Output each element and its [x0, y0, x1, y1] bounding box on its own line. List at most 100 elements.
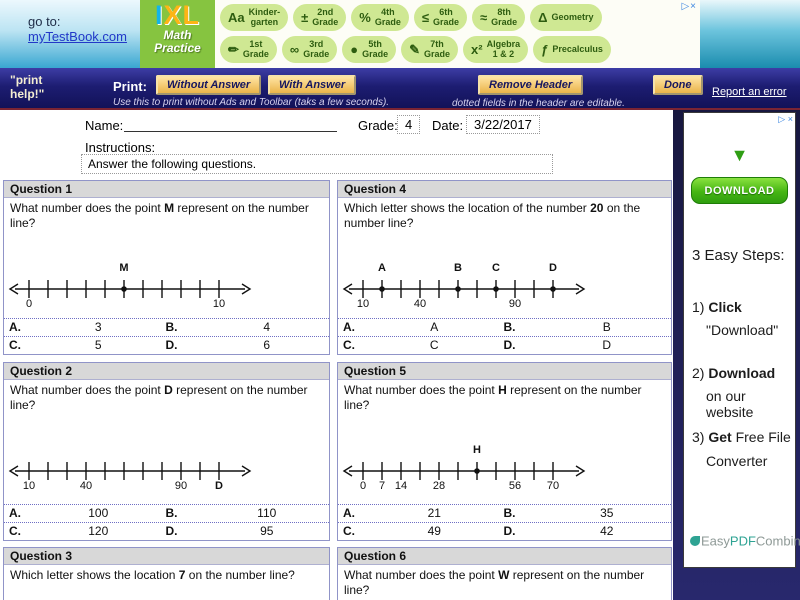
- step-3-line2: Converter: [706, 453, 768, 469]
- percent-icon: %: [359, 10, 371, 25]
- grade-button-algebra[interactable]: x² Algebra 1 & 2: [463, 36, 529, 63]
- svg-text:0: 0: [360, 480, 366, 492]
- grade-links-ad: ▷× Aa Kinder- garten ±2nd Grade % 4th Grad…: [215, 0, 700, 68]
- question-title: Question 2: [4, 363, 329, 380]
- answer-row: C. C D. D: [338, 336, 671, 354]
- answer-value: 35: [600, 506, 614, 520]
- answer-letter: A.: [343, 320, 355, 334]
- pencil-cup-icon: ✏: [228, 41, 239, 57]
- triangle-icon: Δ: [538, 10, 548, 25]
- answer-letter: C.: [343, 338, 355, 352]
- close-icon[interactable]: ×: [690, 1, 697, 12]
- question-box-6: Question 6 What number does the point W …: [337, 547, 672, 600]
- answer-letter: C.: [9, 338, 21, 352]
- infinity-icon: ∞: [289, 42, 300, 57]
- svg-text:C: C: [492, 262, 500, 274]
- grade-button-8th[interactable]: ≈8th Grade: [472, 4, 526, 31]
- without-answer-button[interactable]: Without Answer: [156, 75, 262, 95]
- with-answer-button[interactable]: With Answer: [268, 75, 357, 95]
- grade-button-4th[interactable]: % 4th Grade: [351, 4, 409, 31]
- function-icon: ƒ: [541, 42, 549, 57]
- approx-icon: ≈: [480, 10, 488, 25]
- answer-value: 42: [600, 524, 614, 538]
- svg-text:D: D: [549, 262, 557, 274]
- grade-button-2nd[interactable]: ±2nd Grade: [293, 4, 347, 31]
- easypdfcombine-logo[interactable]: EasyPDFCombine®: [690, 533, 800, 548]
- pencil-icon: ✎: [409, 41, 420, 57]
- step-1-line2: "Download": [706, 322, 779, 338]
- question-title: Question 5: [338, 363, 671, 380]
- instructions-label: Instructions:: [85, 140, 156, 155]
- answer-value: 100: [88, 506, 109, 520]
- remove-header-button[interactable]: Remove Header: [478, 75, 584, 95]
- date-label: Date:: [432, 118, 464, 133]
- answer-letter: B.: [165, 506, 178, 520]
- answer-row: C. 49 D. 42: [338, 522, 671, 540]
- answer-letter: B.: [503, 320, 516, 334]
- grade-button-3rd[interactable]: ∞ 3rd Grade: [281, 36, 338, 63]
- svg-text:70: 70: [547, 480, 559, 492]
- editable-fields-hint: dotted fields in the header are editable…: [452, 98, 625, 109]
- svg-text:H: H: [473, 444, 481, 456]
- easypdf-logo-icon: [690, 536, 700, 547]
- adchoices-controls[interactable]: ▷ ×: [778, 114, 793, 125]
- svg-text:56: 56: [509, 480, 521, 492]
- instructions-field[interactable]: Answer the following questions.: [81, 154, 553, 174]
- goto-label: go to:: [28, 14, 61, 29]
- answer-row: A. 21 B. 35: [338, 504, 671, 522]
- step-1: 1) Click: [692, 299, 742, 315]
- svg-text:40: 40: [414, 298, 426, 310]
- banner-right-gradient: [700, 0, 800, 68]
- svg-text:10: 10: [23, 480, 35, 492]
- x-squared-icon: x²: [471, 42, 483, 57]
- svg-text:0: 0: [26, 298, 32, 310]
- answer-value: 5: [94, 338, 102, 352]
- grade-button-precalculus[interactable]: ƒ Precalculus: [533, 36, 611, 63]
- question-text: What number does the point D represent o…: [10, 383, 308, 412]
- answer-value: 95: [260, 524, 274, 538]
- question-box-5: Question 5 What number does the point H …: [337, 362, 672, 541]
- answer-options: A. A B. B C. C D. D: [338, 318, 671, 354]
- question-text: What number does the point M represent o…: [10, 201, 309, 230]
- letters-icon: Aa: [228, 10, 245, 25]
- answer-letter: A.: [343, 506, 355, 520]
- grade-button-kindergarten[interactable]: Aa Kinder- garten: [220, 4, 289, 31]
- adchoices-icon[interactable]: ▷: [681, 1, 691, 12]
- name-blank-line: [124, 131, 337, 132]
- svg-text:10: 10: [213, 298, 225, 310]
- grade-field[interactable]: 4: [397, 115, 421, 134]
- grade-button-1st[interactable]: ✏ 1st Grade: [220, 36, 277, 63]
- date-field[interactable]: 3/22/2017: [466, 115, 540, 134]
- download-button[interactable]: DOWNLOAD: [691, 177, 788, 204]
- grade-button-geometry[interactable]: Δ Geometry: [530, 4, 602, 31]
- grade-button-6th[interactable]: ≤6th Grade: [413, 4, 468, 31]
- report-error-link[interactable]: Report an error: [712, 86, 787, 98]
- answer-row: A. A B. B: [338, 318, 671, 336]
- worksheet: Name: Grade: 4 Date: 3/22/2017 Instructi…: [0, 110, 673, 600]
- mytestbook-link[interactable]: myTestBook.com: [28, 29, 127, 44]
- goto-block: go to: myTestBook.com: [0, 0, 140, 68]
- down-triangle-icon: ▼: [730, 145, 749, 165]
- done-button[interactable]: Done: [653, 75, 703, 95]
- print-hint: Use this to print without Ads and Toolba…: [113, 97, 390, 108]
- answer-value: B: [602, 320, 611, 334]
- answer-letter: A.: [9, 506, 21, 520]
- question-box-1: Question 1 What number does the point M …: [3, 180, 330, 355]
- svg-text:A: A: [378, 262, 386, 274]
- answer-letter: C.: [343, 524, 355, 538]
- number-line-figure: H 0 7 14 28 56 70: [341, 437, 587, 495]
- close-icon[interactable]: ×: [787, 114, 793, 124]
- print-label: Print:: [113, 79, 147, 94]
- adchoices-icon[interactable]: ▷: [778, 114, 786, 124]
- adchoices-controls[interactable]: ▷×: [681, 1, 697, 12]
- answer-row: A. 3 B. 4: [4, 318, 329, 336]
- answer-options: A. 3 B. 4 C. 5 D. 6: [4, 318, 329, 354]
- grade-button-7th[interactable]: ✎ 7th Grade: [401, 36, 459, 63]
- answer-value: C: [429, 338, 439, 352]
- grade-button-5th[interactable]: ● 5th Grade: [342, 36, 397, 63]
- question-text: What number does the point H represent o…: [344, 383, 642, 412]
- question-text: What number does the point W represent o…: [344, 568, 645, 597]
- answer-letter: D.: [503, 524, 516, 538]
- answer-letter: B.: [165, 320, 178, 334]
- svg-text:14: 14: [395, 480, 407, 492]
